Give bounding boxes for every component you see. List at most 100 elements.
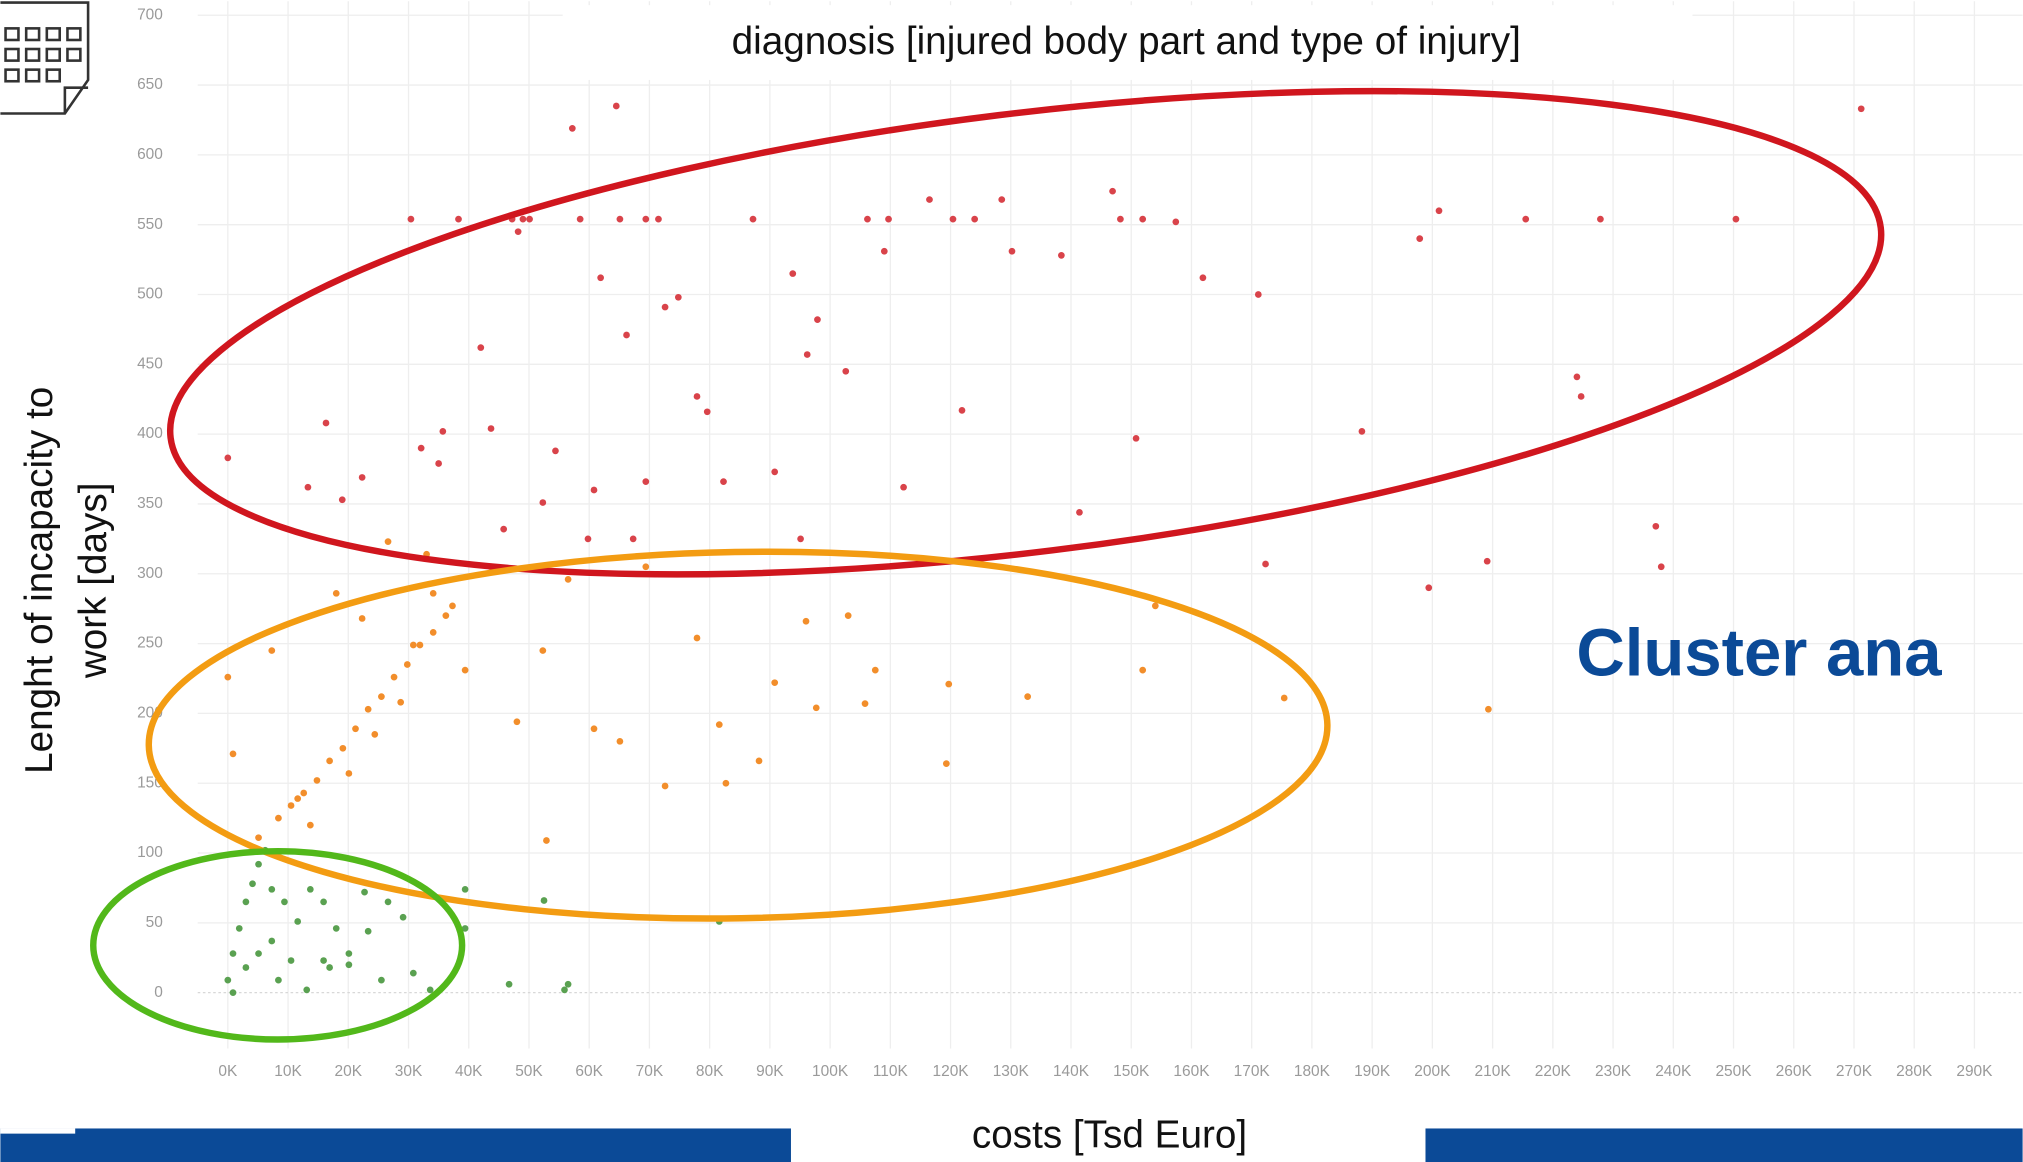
- point: [294, 918, 302, 925]
- point: [371, 730, 379, 738]
- point: [655, 215, 662, 223]
- x-tick-label: 80K: [696, 1063, 724, 1080]
- point: [326, 964, 333, 971]
- point: [616, 737, 624, 745]
- x-tick-label: 10K: [274, 1063, 302, 1080]
- y-tick-label: 700: [137, 6, 163, 23]
- x-tick-label: 40K: [455, 1063, 483, 1080]
- point: [1657, 563, 1665, 571]
- point: [590, 725, 598, 733]
- point: [971, 215, 979, 223]
- point: [1485, 705, 1492, 713]
- point: [397, 698, 405, 706]
- footer-bar: [0, 1128, 791, 1162]
- footer-bar: [1425, 1128, 2023, 1162]
- point: [629, 535, 637, 543]
- point: [900, 483, 907, 491]
- point: [1577, 393, 1585, 400]
- point: [320, 898, 327, 906]
- point: [1139, 215, 1147, 223]
- y-tick-label: 250: [137, 635, 163, 652]
- annotation: Cluster ana: [1576, 615, 1942, 690]
- x-tick-label: 130K: [993, 1063, 1030, 1080]
- y-axis-label: Lenght of incapacity to: [18, 387, 61, 774]
- point: [345, 950, 353, 957]
- point: [487, 425, 495, 432]
- y-tick-label: 350: [137, 495, 163, 512]
- point: [1652, 522, 1660, 530]
- point: [417, 444, 425, 452]
- point: [564, 980, 572, 988]
- point: [1109, 187, 1116, 195]
- point: [844, 612, 852, 620]
- point: [364, 705, 372, 713]
- point: [416, 641, 424, 649]
- point: [249, 880, 256, 888]
- point: [242, 898, 250, 906]
- point: [526, 215, 533, 223]
- point: [384, 898, 392, 906]
- point: [880, 247, 888, 255]
- point: [926, 196, 933, 203]
- point: [399, 913, 407, 921]
- x-tick-label: 250K: [1715, 1063, 1752, 1080]
- point: [338, 496, 346, 504]
- point: [1008, 247, 1016, 255]
- point: [568, 124, 576, 132]
- point: [358, 474, 366, 481]
- point: [543, 837, 550, 844]
- point: [514, 228, 522, 236]
- point: [275, 814, 282, 822]
- point: [1573, 373, 1581, 381]
- point: [703, 408, 711, 416]
- point: [429, 629, 437, 636]
- x-tick-label: 240K: [1655, 1063, 1692, 1080]
- point: [449, 602, 456, 610]
- x-tick-label: 170K: [1234, 1063, 1271, 1080]
- point: [435, 460, 442, 467]
- point: [949, 215, 957, 223]
- point: [623, 331, 630, 339]
- point: [384, 538, 392, 546]
- point: [461, 666, 469, 674]
- point: [519, 215, 527, 223]
- point: [771, 468, 779, 476]
- point: [674, 293, 682, 301]
- x-tick-label: 230K: [1595, 1063, 1632, 1080]
- point: [255, 834, 262, 842]
- point: [612, 102, 620, 110]
- point: [842, 367, 850, 375]
- point: [303, 986, 311, 994]
- point: [407, 215, 415, 223]
- point: [332, 589, 340, 597]
- point: [1172, 218, 1180, 226]
- y-tick-label: 650: [137, 76, 163, 93]
- point: [477, 344, 485, 351]
- point: [306, 821, 314, 829]
- point: [322, 419, 330, 427]
- point: [461, 925, 469, 932]
- point: [455, 215, 462, 223]
- point: [442, 612, 450, 620]
- point: [1262, 560, 1269, 568]
- point: [229, 950, 237, 957]
- green-cluster-outline: [90, 847, 466, 1043]
- orange-cluster-outline: [145, 548, 1331, 922]
- point: [345, 770, 353, 777]
- point: [749, 215, 757, 223]
- point: [1280, 694, 1288, 702]
- y-tick-label: 100: [137, 844, 163, 861]
- x-tick-label: 20K: [335, 1063, 363, 1080]
- point: [552, 447, 559, 455]
- point: [1435, 207, 1443, 215]
- point: [268, 647, 276, 654]
- point: [306, 885, 314, 893]
- point: [1857, 105, 1865, 113]
- point: [439, 427, 447, 435]
- point: [661, 782, 669, 790]
- point: [642, 478, 650, 485]
- x-tick-label: 70K: [636, 1063, 664, 1080]
- point: [540, 897, 548, 904]
